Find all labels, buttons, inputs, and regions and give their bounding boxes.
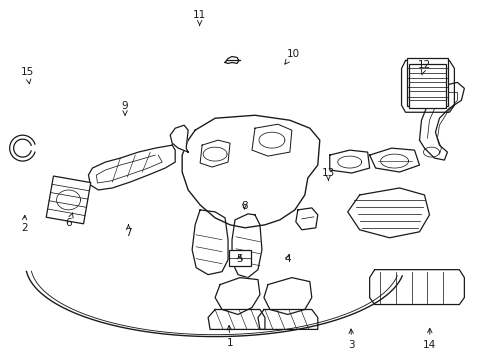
- Bar: [228, 250, 250, 266]
- Polygon shape: [232, 214, 262, 278]
- Text: 7: 7: [125, 225, 131, 238]
- Bar: [46, 176, 91, 224]
- Text: 9: 9: [122, 102, 128, 115]
- Polygon shape: [419, 82, 464, 160]
- Text: 10: 10: [285, 49, 299, 64]
- Text: 4: 4: [284, 254, 290, 264]
- Polygon shape: [200, 140, 229, 167]
- Polygon shape: [26, 271, 402, 337]
- Polygon shape: [369, 270, 464, 305]
- Polygon shape: [208, 310, 264, 329]
- Polygon shape: [258, 310, 317, 329]
- Text: 6: 6: [65, 213, 73, 228]
- Polygon shape: [401, 60, 453, 112]
- Polygon shape: [224, 57, 239, 63]
- Polygon shape: [215, 278, 260, 315]
- Polygon shape: [251, 124, 291, 156]
- Polygon shape: [329, 150, 369, 173]
- Text: 15: 15: [21, 67, 34, 84]
- Text: 2: 2: [21, 215, 27, 233]
- Text: 8: 8: [241, 201, 247, 211]
- Text: 11: 11: [193, 10, 206, 26]
- Text: 3: 3: [348, 329, 354, 350]
- Text: 5: 5: [236, 254, 243, 264]
- Bar: [407, 64, 446, 108]
- Polygon shape: [369, 148, 419, 172]
- Polygon shape: [295, 208, 317, 230]
- Polygon shape: [347, 188, 428, 238]
- Polygon shape: [182, 115, 319, 228]
- Polygon shape: [88, 145, 175, 190]
- Polygon shape: [10, 135, 35, 161]
- Text: 1: 1: [226, 325, 233, 348]
- Polygon shape: [192, 210, 227, 275]
- Text: 13: 13: [321, 168, 334, 181]
- Bar: [406, 58, 447, 106]
- Text: 12: 12: [417, 59, 430, 75]
- Polygon shape: [170, 125, 188, 152]
- Polygon shape: [264, 278, 311, 315]
- Text: 14: 14: [422, 328, 435, 350]
